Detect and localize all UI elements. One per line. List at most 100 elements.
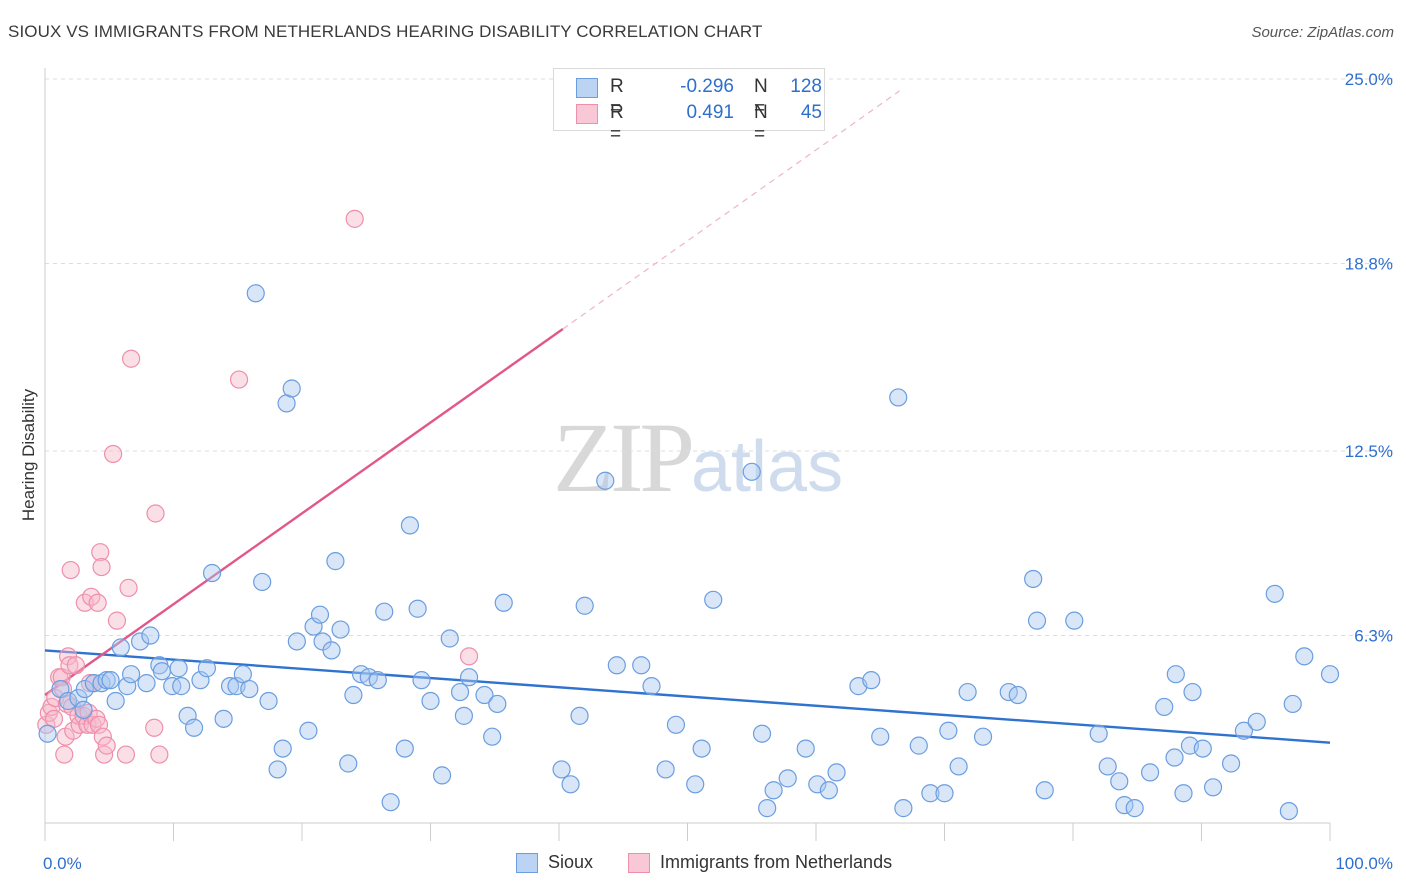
correlation-legend: R = -0.296 N = 128 R = 0.491 N = 45 [553, 68, 825, 145]
sioux-point [1165, 748, 1184, 767]
sioux-swatch [516, 853, 538, 873]
sioux-swatch [576, 78, 598, 98]
r-label: R = [610, 102, 624, 145]
sioux-point [827, 763, 846, 782]
sioux-point [74, 700, 93, 720]
sioux-point [121, 665, 141, 684]
sioux-point [259, 691, 278, 711]
sioux-point [1155, 697, 1174, 717]
sioux-point [220, 677, 240, 696]
axes [44, 68, 1331, 841]
r-value: 0.491 [686, 102, 734, 123]
netherlands-swatch [628, 853, 650, 873]
sioux-point [75, 679, 94, 699]
sioux-point [331, 620, 350, 639]
sioux-point [973, 727, 993, 746]
sioux-point [111, 638, 130, 657]
sioux-point [758, 799, 777, 818]
sioux-point [819, 781, 838, 800]
sioux-point [656, 760, 675, 779]
series-sioux-points [38, 284, 1340, 821]
netherlands-point [42, 697, 61, 717]
n-value: 45 [800, 102, 822, 123]
sioux-point [273, 739, 292, 758]
sioux-point [282, 379, 301, 398]
netherlands-point [97, 736, 116, 755]
netherlands-swatch [576, 104, 598, 124]
sioux-point [310, 605, 330, 624]
sioux-point [459, 668, 479, 687]
sioux-point [1024, 569, 1043, 589]
sioux-point [935, 784, 954, 803]
sioux-point [106, 691, 125, 711]
sioux-point [778, 769, 797, 788]
r-value: -0.296 [680, 76, 734, 97]
sioux-point [1098, 757, 1117, 776]
sioux-point [268, 760, 287, 779]
x-tick-label: 0.0% [43, 854, 82, 873]
sioux-point [561, 775, 580, 794]
sioux-point [97, 671, 116, 690]
netherlands-point [91, 543, 110, 562]
sioux-point [1234, 721, 1254, 740]
sioux-point [939, 721, 958, 740]
sioux-point [1027, 611, 1047, 630]
sioux-point [1035, 781, 1054, 800]
sioux-point [454, 706, 474, 725]
y-axis-title: Hearing Disability [19, 388, 38, 521]
sioux-point [421, 691, 440, 711]
sioux-point [921, 784, 940, 803]
sioux-point [704, 590, 723, 609]
sioux-point [412, 671, 431, 690]
sioux-point [1174, 784, 1193, 803]
sioux-point [596, 471, 615, 490]
sioux-point [137, 674, 156, 693]
sioux-point [552, 760, 571, 779]
sioux-point [1065, 611, 1084, 630]
sioux-point [214, 709, 233, 728]
sioux-point [666, 715, 686, 734]
netherlands-point [55, 745, 74, 764]
netherlands-point [229, 370, 249, 389]
netherlands-trend-line [44, 328, 564, 697]
netherlands-point [89, 715, 109, 734]
sioux-point [686, 775, 705, 794]
netherlands-point [146, 504, 165, 523]
sioux-point [632, 656, 651, 675]
sioux-point [240, 679, 259, 699]
netherlands-point [104, 444, 123, 464]
netherlands-point [459, 647, 479, 666]
sioux-trend-line [44, 649, 1331, 744]
sioux-point [440, 629, 459, 648]
netherlands-point [116, 745, 136, 764]
y-tick-label: 12.5% [1345, 442, 1393, 461]
sioux-point [1283, 694, 1302, 714]
x-tick-label: 100.0% [1335, 854, 1393, 873]
sioux-point [1193, 739, 1212, 758]
sioux-point [1203, 778, 1223, 797]
netherlands-point [61, 560, 80, 580]
sioux-point [1110, 772, 1129, 791]
sioux-point [169, 659, 188, 678]
sioux-point [59, 691, 78, 711]
sioux-point [287, 632, 306, 651]
sioux-point [1125, 799, 1144, 818]
sioux-point [197, 659, 217, 678]
sioux-point [488, 694, 507, 714]
sioux-point [483, 727, 502, 746]
sioux-point [575, 596, 594, 615]
watermark: ZIPatlas [553, 400, 843, 515]
sioux-point [494, 593, 513, 612]
sioux-point [764, 781, 783, 800]
sioux-point [432, 766, 452, 785]
sioux-point [1279, 801, 1298, 821]
sioux-point [894, 799, 913, 818]
sioux-point [1089, 724, 1108, 743]
sioux-point [130, 632, 150, 651]
watermark-zip: ZIP [553, 402, 695, 513]
sioux-point [141, 626, 160, 645]
axis-labels: 6.3% 12.5% 18.8% 25.0% 0.0% 100.0% Hearing Dis… [19, 70, 1393, 873]
netherlands-point [107, 611, 127, 630]
watermark-atlas: atlas [691, 427, 844, 507]
sioux-point [742, 462, 761, 481]
